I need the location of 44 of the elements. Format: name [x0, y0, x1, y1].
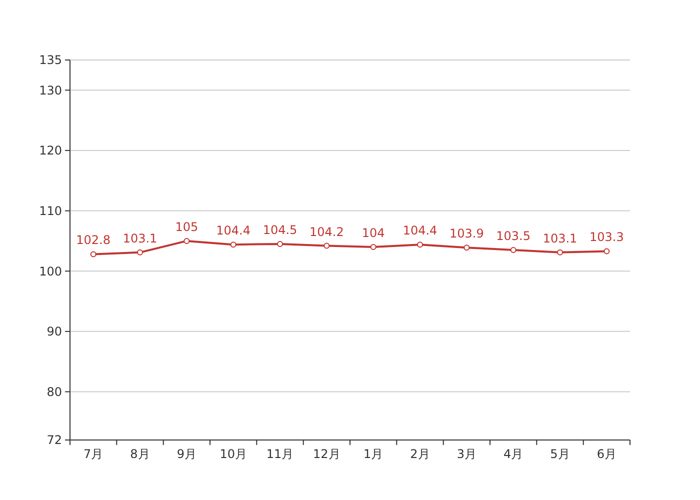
- x-tick-label: 9月: [176, 447, 196, 461]
- point: [277, 240, 283, 247]
- data-label: 105: [175, 220, 198, 234]
- x-tick-label: 8月: [130, 447, 150, 461]
- point: [604, 248, 610, 254]
- point: [370, 244, 376, 250]
- data-label: 103.5: [496, 229, 531, 243]
- y-tick-label: 80: [46, 384, 62, 399]
- x-tick-label: 1月: [364, 447, 384, 461]
- data-label: 103.9: [449, 226, 484, 241]
- point: [184, 238, 190, 244]
- point: [417, 242, 423, 248]
- data-label: 103.1: [122, 231, 158, 246]
- y-tick-label: 135: [39, 53, 62, 68]
- point: [90, 251, 96, 258]
- data-label: 102.8: [76, 233, 111, 248]
- x-tick-label: 4月: [504, 447, 524, 461]
- point: [557, 249, 563, 256]
- data-label: 104.5: [262, 222, 298, 237]
- data-label: 104.2: [309, 224, 344, 239]
- y-tick-label: 110: [39, 204, 62, 218]
- data-label: 103.3: [589, 230, 624, 244]
- x-tick-label: 3月: [456, 447, 476, 461]
- x-tick-label: 10月: [220, 447, 247, 461]
- data-label: 104.4: [402, 224, 438, 238]
- point: [510, 247, 516, 253]
- y-tick-label: 90: [46, 324, 62, 339]
- point: [137, 249, 143, 256]
- y-tick-label: 130: [39, 83, 62, 98]
- point: [464, 244, 470, 251]
- x-tick-label: 11月: [266, 447, 294, 461]
- x-tick-label: 7月: [84, 447, 104, 461]
- x-tick-label: 2月: [410, 447, 430, 461]
- data-label: 104.4: [216, 224, 251, 238]
- x-tick-label: 5月: [550, 447, 570, 461]
- x-tick-label: 12月: [313, 447, 340, 461]
- y-tick-label: 72: [46, 433, 62, 448]
- y-tick-label: 100: [39, 264, 62, 278]
- data-label: 104: [362, 226, 385, 240]
- y-tick-label: 120: [39, 144, 62, 158]
- point: [230, 242, 236, 248]
- data-label: 103.1: [542, 231, 578, 246]
- point: [324, 242, 330, 249]
- x-tick-label: 6月: [596, 447, 616, 461]
